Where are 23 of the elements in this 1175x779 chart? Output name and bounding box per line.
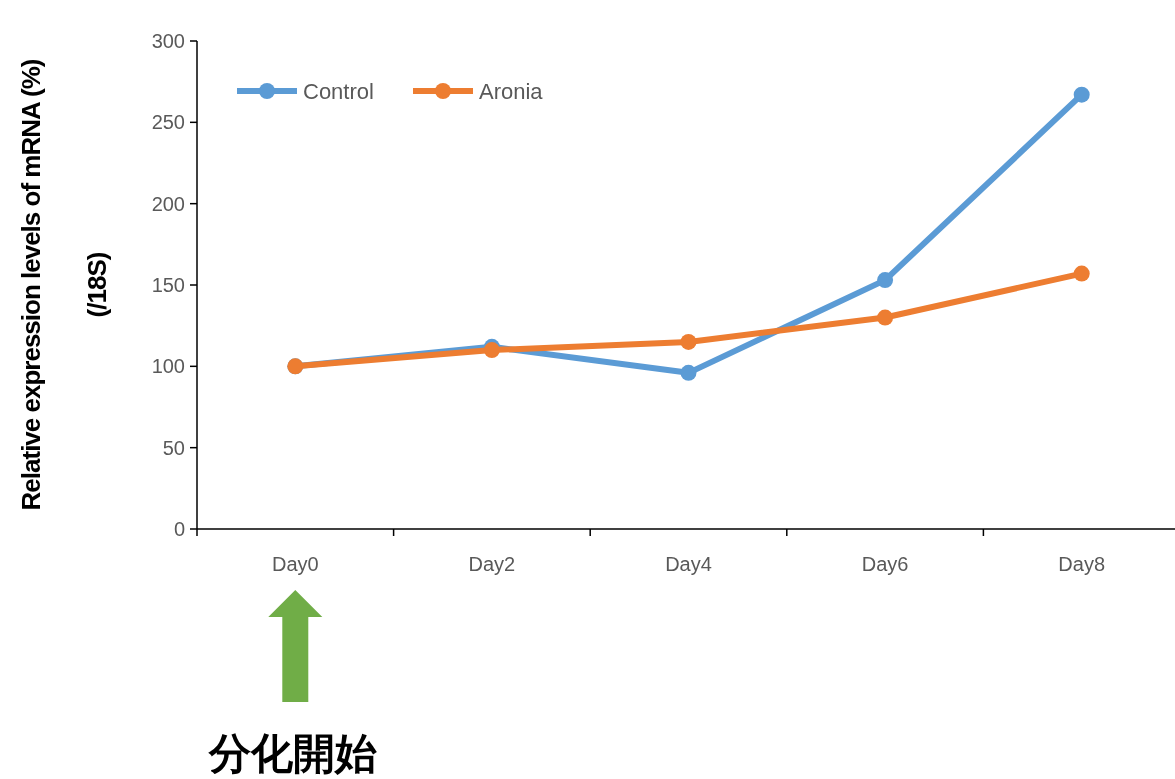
point — [680, 333, 697, 350]
x-tick-label: Day0 — [271, 553, 319, 575]
point — [483, 342, 500, 359]
point — [877, 309, 894, 326]
y-tick-label: 0 — [173, 518, 185, 540]
x-tick-label: Day8 — [1058, 553, 1106, 575]
point — [877, 272, 894, 289]
x-tick-label: Day6 — [861, 553, 909, 575]
x-tick-label: Day2 — [468, 553, 516, 575]
point — [680, 364, 697, 381]
y-tick-label: 150 — [151, 274, 185, 296]
y-tick-label: 300 — [151, 30, 185, 52]
point — [1073, 86, 1090, 103]
text: Relative expression levels of mRNA (%) (/18S) — [16, 59, 112, 511]
y-tick-label: 100 — [151, 355, 185, 378]
legend-label: Aronia — [479, 79, 544, 104]
text: 分化開始 — [208, 729, 378, 778]
x-tick-label: Day4 — [665, 553, 712, 575]
y-tick-label: 200 — [151, 192, 185, 215]
y-tick-label: 250 — [151, 111, 185, 134]
legend-label: Control — [303, 79, 374, 104]
y-tick-label: 50 — [162, 436, 185, 459]
point — [1073, 265, 1090, 282]
